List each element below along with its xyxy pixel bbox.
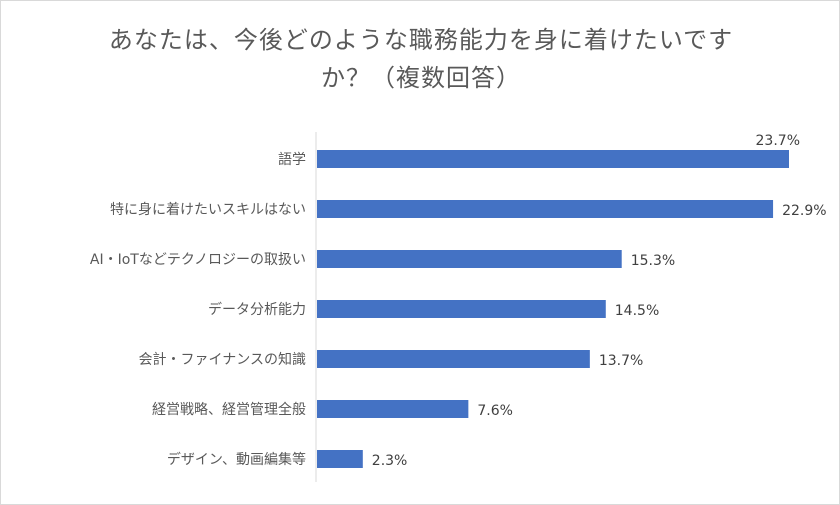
value-label-7: 2.3% [372, 453, 408, 469]
bar-3 [317, 250, 622, 268]
category-label-5: 会計・ファイナンスの知識 [139, 351, 306, 368]
value-label-4: 14.5% [615, 303, 659, 319]
bar-5 [317, 350, 590, 368]
category-label-6: 経営戦略、経営管理全般 [152, 401, 306, 418]
category-label-7: デザイン、動画編集等 [167, 451, 306, 468]
category-label-1: 語学 [278, 152, 306, 168]
bar-4 [317, 300, 606, 318]
bar-7 [317, 450, 363, 468]
bar-1 [317, 150, 789, 168]
category-label-4: データ分析能力 [208, 301, 306, 318]
value-label-5: 13.7% [599, 353, 643, 369]
chart-title-line-2: か？（複数回答） [321, 64, 521, 92]
value-label-2: 22.9% [782, 203, 826, 219]
bar-6 [317, 400, 469, 418]
chart-title: あなたは、今後どのような職務能力を身に着けたいです か？（複数回答） [1, 21, 840, 97]
value-label-3: 15.3% [631, 253, 675, 269]
category-label-2: 特に身に着けたいスキルはない [110, 202, 306, 218]
category-label-3: AI・IoTなどテクノロジーの取扱い [90, 252, 306, 268]
chart-title-line-1: あなたは、今後どのような職務能力を身に着けたいです [108, 26, 734, 54]
value-label-1: 23.7% [756, 133, 800, 149]
bar-group: 語学 23.7% 特に身に着けたいスキルはない 22.9% AI・IoTなどテクノロジー… [90, 133, 827, 469]
value-label-6: 7.6% [477, 403, 513, 419]
bar-2 [317, 200, 774, 218]
